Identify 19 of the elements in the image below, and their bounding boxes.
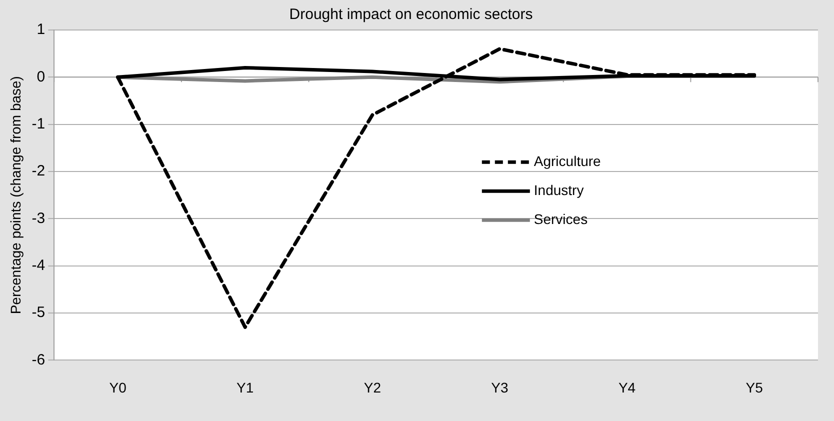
y-tick-label: -5 (32, 304, 46, 322)
legend-label: Agriculture (534, 152, 602, 169)
y-tick-label: -1 (32, 115, 46, 132)
legend-label: Services (534, 210, 588, 227)
y-tick-label: 1 (36, 21, 46, 38)
x-tick-label: Y2 (364, 379, 382, 396)
y-axis-title: Percentage points (change from base) (7, 76, 24, 314)
x-tick-label: Y0 (109, 379, 127, 396)
y-tick-label: 0 (36, 68, 46, 86)
y-tick-label: -4 (32, 257, 46, 274)
y-tick-label: -2 (32, 162, 46, 180)
x-tick-label: Y5 (746, 379, 764, 396)
x-tick-label: Y4 (618, 379, 636, 396)
x-tick-label: Y1 (236, 379, 254, 396)
legend-label: Industry (534, 182, 584, 198)
y-tick-label: -6 (32, 351, 46, 368)
y-tick-label: -3 (32, 210, 46, 227)
x-tick-label: Y3 (491, 379, 508, 396)
chart-title: Drought impact on economic sectors (289, 6, 533, 24)
